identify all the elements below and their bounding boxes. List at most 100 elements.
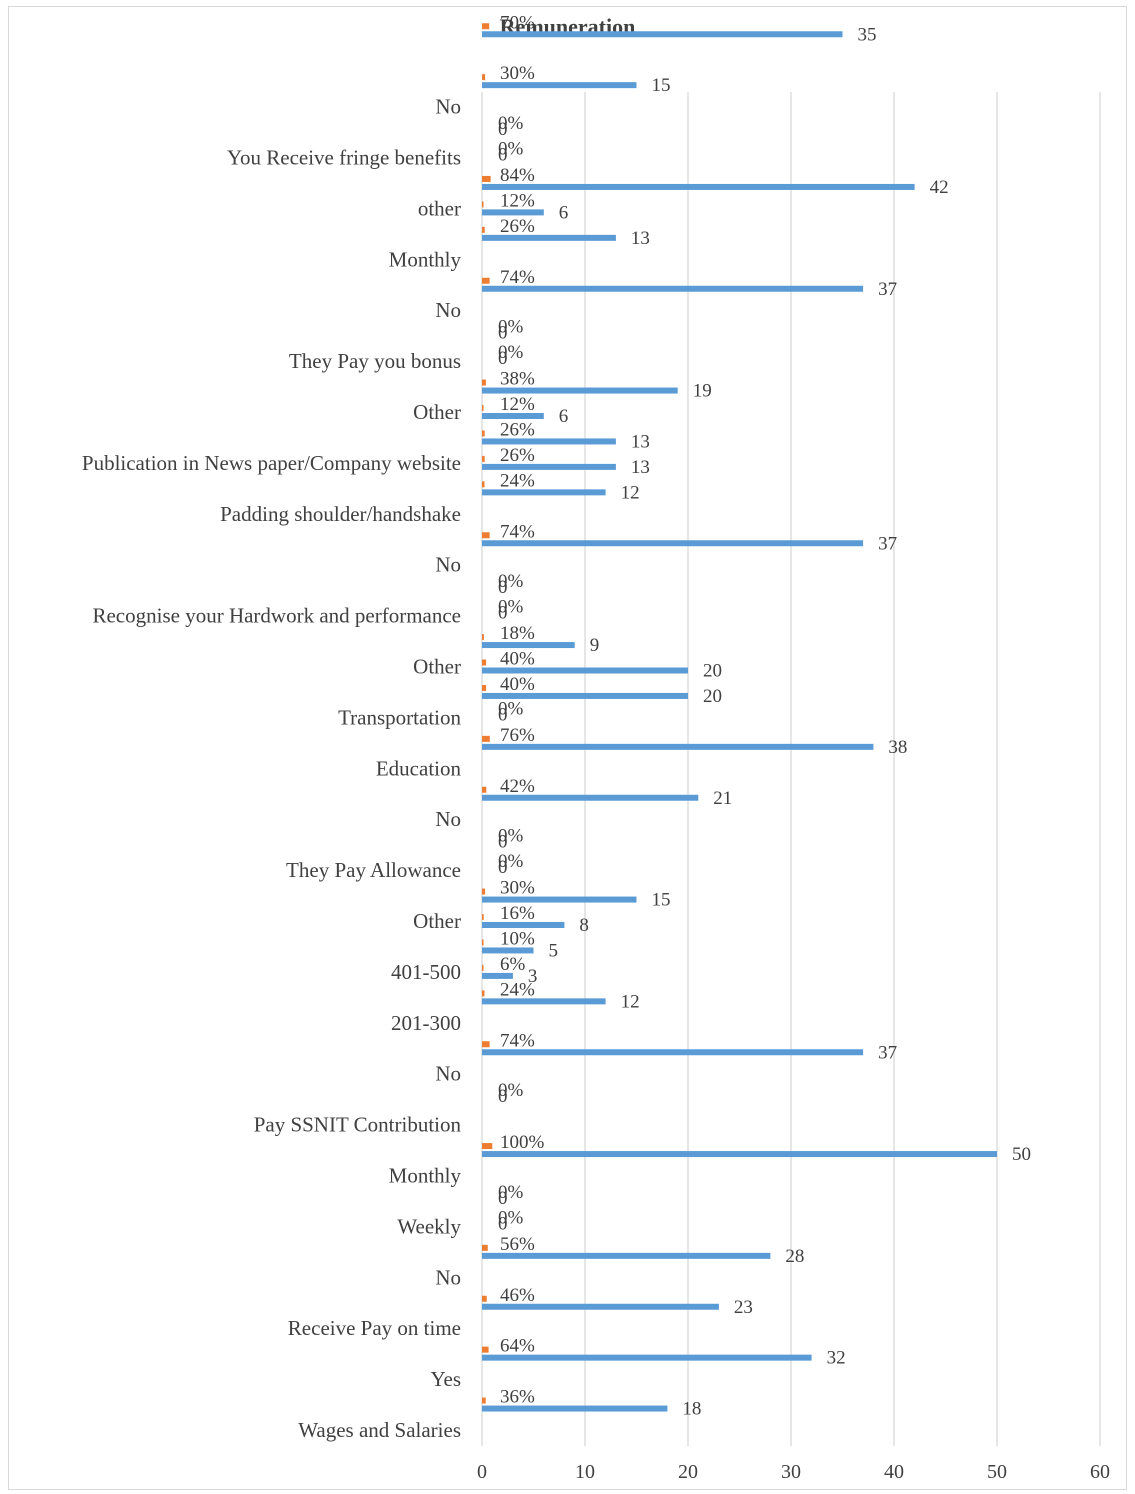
percent-data-label: 10% bbox=[500, 928, 535, 949]
count-bar bbox=[482, 1151, 997, 1158]
percent-data-label: 0% bbox=[498, 1182, 524, 1203]
count-data-label: 8 bbox=[579, 915, 589, 936]
count-data-label: 15 bbox=[652, 890, 671, 911]
percent-data-label: 6% bbox=[500, 954, 526, 975]
count-bar bbox=[482, 743, 874, 750]
category-label: No bbox=[435, 807, 461, 831]
category-label: You Receive fringe benefits bbox=[227, 146, 461, 170]
count-data-label: 5 bbox=[549, 940, 559, 961]
percent-bar bbox=[482, 175, 491, 182]
x-tick-label: 20 bbox=[678, 1461, 698, 1483]
percent-bar bbox=[482, 735, 490, 742]
percent-data-label: 46% bbox=[500, 1285, 535, 1306]
category-label: They Pay Allowance bbox=[286, 858, 461, 882]
count-data-label: 23 bbox=[734, 1297, 753, 1318]
category-label: Other bbox=[413, 655, 461, 679]
category-label: Receive Pay on time bbox=[288, 1316, 461, 1340]
count-bar bbox=[482, 922, 565, 928]
count-data-label: 0 bbox=[498, 1188, 508, 1209]
percent-bar bbox=[482, 1244, 488, 1251]
x-tick-label: 50 bbox=[987, 1461, 1007, 1483]
count-data-label: 50 bbox=[1012, 1144, 1031, 1165]
count-bar bbox=[482, 1354, 812, 1361]
count-bar bbox=[482, 692, 688, 699]
percent-data-label: 40% bbox=[500, 674, 535, 695]
category-label: Education bbox=[376, 756, 462, 780]
count-bar bbox=[482, 31, 843, 38]
count-data-label: 6 bbox=[559, 406, 569, 427]
count-bar bbox=[482, 1405, 668, 1412]
category-label: Recognise your Hardwork and performance bbox=[92, 604, 461, 628]
percent-data-label: 36% bbox=[500, 1387, 535, 1408]
count-data-label: 37 bbox=[878, 533, 897, 554]
percent-bar bbox=[482, 23, 490, 30]
count-bar bbox=[482, 667, 688, 674]
count-bar bbox=[482, 234, 616, 241]
count-data-label: 6 bbox=[559, 202, 569, 223]
percent-bar bbox=[482, 1346, 489, 1353]
count-data-label: 21 bbox=[713, 788, 732, 809]
count-bar bbox=[482, 463, 616, 470]
percent-data-label: 0% bbox=[498, 1207, 524, 1228]
count-bar bbox=[482, 972, 513, 979]
count-bar bbox=[482, 1049, 864, 1056]
count-data-label: 0 bbox=[498, 1213, 508, 1234]
percent-data-label: 0% bbox=[498, 317, 524, 338]
count-data-label: 0 bbox=[498, 832, 508, 853]
category-label: 201-300 bbox=[391, 1011, 461, 1035]
percent-data-label: 40% bbox=[500, 649, 535, 670]
percent-data-label: 16% bbox=[500, 903, 535, 924]
count-data-label: 0 bbox=[498, 704, 508, 725]
category-label: Transportation bbox=[338, 705, 461, 729]
percent-bar bbox=[482, 888, 486, 895]
count-data-label: 18 bbox=[682, 1399, 701, 1420]
percent-data-label: 12% bbox=[500, 394, 535, 415]
percent-data-label: 0% bbox=[498, 698, 524, 719]
category-label: No bbox=[435, 95, 461, 119]
count-bar bbox=[482, 1303, 719, 1310]
category-label: 401-500 bbox=[391, 960, 461, 984]
count-bar bbox=[482, 82, 637, 89]
percent-bar bbox=[482, 405, 484, 411]
count-data-label: 37 bbox=[878, 279, 897, 300]
percent-bar bbox=[482, 634, 484, 641]
percent-data-label: 0% bbox=[498, 1080, 524, 1101]
percent-data-label: 0% bbox=[498, 342, 524, 363]
count-data-label: 32 bbox=[827, 1348, 846, 1369]
x-axis-tick-labels: 0 10 20 30 40 50 60 bbox=[477, 1461, 1110, 1483]
percent-bar bbox=[482, 74, 486, 81]
percent-bar bbox=[482, 939, 484, 946]
count-bar bbox=[482, 540, 864, 547]
x-tick-label: 10 bbox=[575, 1461, 595, 1483]
category-label: Monthly bbox=[389, 1164, 462, 1188]
count-bar bbox=[482, 285, 864, 292]
count-data-label: 13 bbox=[631, 431, 650, 452]
percent-bar bbox=[482, 226, 485, 233]
percent-bar bbox=[482, 481, 485, 488]
count-bar bbox=[482, 1252, 771, 1259]
count-data-label: 42 bbox=[930, 177, 949, 198]
count-data-label: 35 bbox=[858, 24, 877, 45]
percent-data-label: 0% bbox=[498, 139, 524, 160]
percent-bar bbox=[482, 786, 487, 793]
gridlines bbox=[481, 92, 1101, 1446]
percent-data-label: 30% bbox=[500, 63, 535, 84]
percent-data-label: 0% bbox=[498, 597, 524, 618]
percent-bar bbox=[482, 532, 490, 539]
count-data-label: 0 bbox=[498, 857, 508, 878]
count-bar bbox=[482, 642, 575, 649]
percent-bar bbox=[482, 684, 487, 691]
count-data-label: 20 bbox=[703, 686, 722, 707]
percent-bar bbox=[482, 201, 484, 208]
percent-data-label: 0% bbox=[498, 113, 524, 134]
count-data-label: 13 bbox=[631, 228, 650, 249]
count-bar bbox=[482, 387, 678, 394]
count-data-label: 0 bbox=[498, 577, 508, 598]
x-tick-label: 60 bbox=[1090, 1461, 1110, 1483]
count-data-label: 38 bbox=[888, 737, 907, 758]
percent-data-label: 76% bbox=[500, 725, 535, 746]
count-bar bbox=[482, 209, 544, 216]
percent-bar bbox=[482, 990, 485, 997]
count-data-label: 19 bbox=[693, 381, 712, 402]
